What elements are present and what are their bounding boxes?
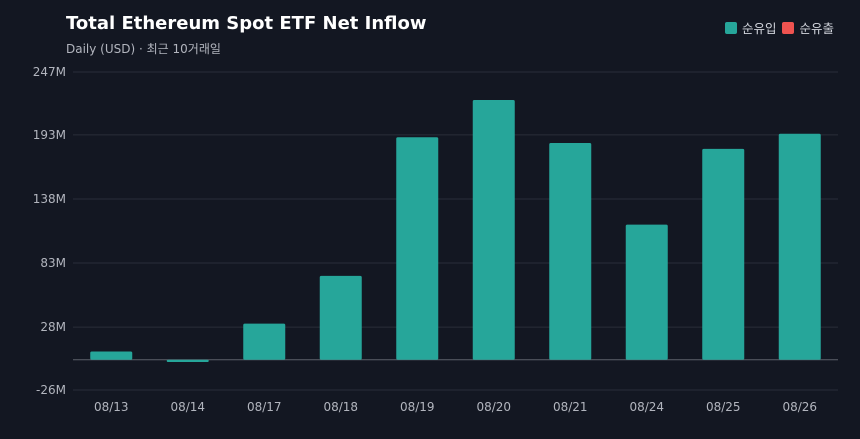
y-tick-label: 83M — [40, 256, 66, 270]
bar-08-20[interactable] — [472, 99, 515, 360]
x-tick-label: 08/14 — [170, 400, 205, 414]
bars — [90, 99, 821, 363]
x-tick-label: 08/19 — [400, 400, 435, 414]
bar-08-25[interactable] — [702, 148, 745, 360]
y-tick-label: 247M — [33, 65, 66, 79]
legend-swatch-inflow — [724, 21, 737, 34]
y-tick-label: 193M — [33, 128, 66, 142]
legend-item-outflow[interactable]: 순유출 — [782, 18, 834, 37]
bar-08-26[interactable] — [778, 133, 821, 360]
x-tick-label: 08/13 — [94, 400, 129, 414]
legend-item-inflow[interactable]: 순유입 — [724, 18, 777, 37]
x-tick-label: 08/21 — [553, 400, 588, 414]
legend-swatch-outflow — [782, 21, 795, 34]
bar-08-13[interactable] — [90, 351, 133, 360]
legend-label-outflow: 순유출 — [799, 21, 834, 36]
bar-08-18[interactable] — [319, 275, 362, 360]
bar-08-24[interactable] — [625, 224, 668, 360]
x-tick-label: 08/26 — [782, 400, 817, 414]
y-axis-ticks: -26M 28M 83M 138M 193M 247M — [33, 65, 66, 397]
legend-label-inflow: 순유입 — [741, 21, 777, 36]
chart-title: Total Ethereum Spot ETF Net Inflow — [66, 13, 427, 34]
chart-subtitle: Daily (USD) · 최근 10거래일 — [66, 42, 221, 56]
bar-08-21[interactable] — [549, 143, 592, 360]
x-axis-ticks: 08/13 08/14 08/17 08/18 08/19 08/20 08/21 08/24… — [94, 400, 817, 414]
bar-08-17[interactable] — [243, 323, 286, 360]
x-tick-label: 08/25 — [706, 400, 741, 414]
x-tick-label: 08/24 — [629, 400, 664, 414]
x-tick-label: 08/20 — [476, 400, 511, 414]
legend: 순유입 순유출 — [724, 18, 834, 37]
y-tick-label: 28M — [40, 320, 66, 334]
x-tick-label: 08/18 — [323, 400, 358, 414]
y-tick-label: -26M — [36, 383, 66, 397]
x-tick-label: 08/17 — [247, 400, 282, 414]
y-tick-label: 138M — [33, 192, 66, 206]
bar-08-14[interactable] — [166, 359, 209, 363]
bar-08-19[interactable] — [396, 137, 439, 360]
